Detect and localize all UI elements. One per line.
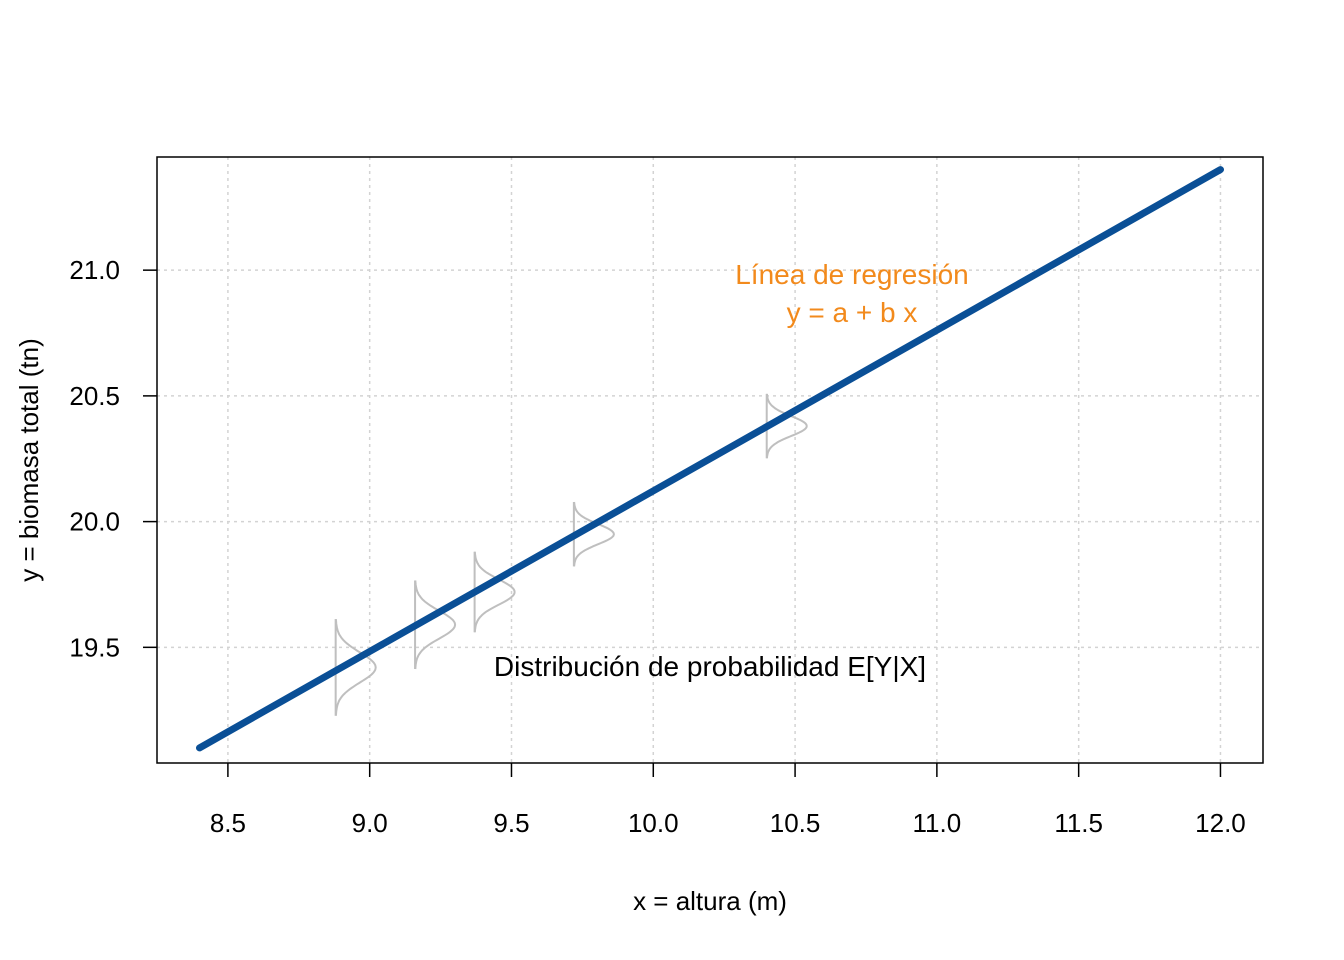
x-tick-label: 9.5 — [493, 808, 529, 838]
x-tick-label: 10.0 — [628, 808, 679, 838]
x-tick-label: 9.0 — [352, 808, 388, 838]
distribution-curve — [473, 551, 516, 633]
x-tick-label: 11.0 — [913, 808, 962, 838]
distribution-curve — [766, 393, 808, 459]
regression-line-layer — [196, 166, 1224, 752]
x-tick-label: 10.5 — [770, 808, 821, 838]
distribution-curve — [334, 619, 377, 716]
grid — [157, 157, 1263, 763]
y-tick-label: 20.5 — [69, 381, 120, 411]
distribution-curve — [573, 501, 615, 567]
x-axis-label: x = altura (m) — [633, 886, 787, 916]
y-tick-label: 21.0 — [69, 255, 120, 285]
axes: 8.5 9.0 9.5 10.0 10.5 11.0 11.5 12.0 19.5 20.0 20.… — [69, 255, 1245, 838]
x-tick-label: 11.5 — [1054, 808, 1103, 838]
regression-label-line1: Línea de regresión — [735, 259, 969, 290]
y-tick-label: 19.5 — [69, 632, 120, 662]
regression-line — [196, 166, 1224, 752]
y-tick-label: 20.0 — [69, 507, 120, 537]
distribution-curve — [414, 580, 457, 670]
x-tick-label: 12.0 — [1195, 808, 1246, 838]
x-tick-label: 8.5 — [210, 808, 246, 838]
plot-frame — [156, 156, 1264, 764]
distribution-label: Distribución de probabilidad E[Y|X] — [494, 651, 926, 682]
y-axis-label: y = biomasa total (tn) — [14, 338, 44, 582]
regression-label-line2: y = a + b x — [787, 297, 918, 328]
